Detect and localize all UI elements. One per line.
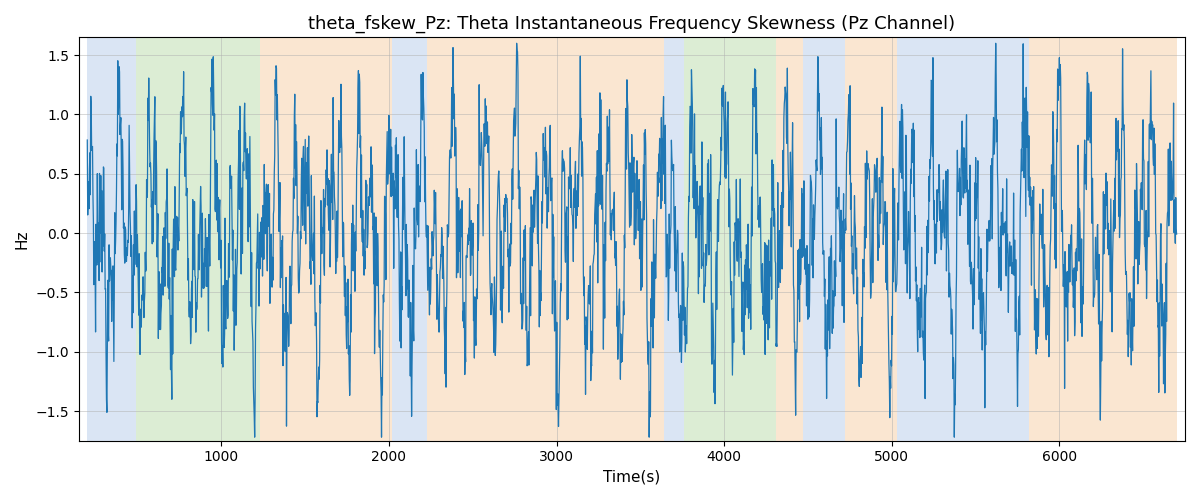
Bar [1085,38,1177,440]
Bar [88,38,136,440]
Bar [776,38,803,440]
X-axis label: Time(s): Time(s) [604,470,660,485]
Bar [136,38,260,440]
Y-axis label: Hz: Hz [14,230,30,249]
Bar [392,38,427,440]
Bar [803,38,845,440]
Bar [684,38,776,440]
Bar [260,38,392,440]
Bar [845,38,896,440]
Bar [664,38,684,440]
Title: theta_fskew_Pz: Theta Instantaneous Frequency Skewness (Pz Channel): theta_fskew_Pz: Theta Instantaneous Freq… [308,15,955,34]
Bar [896,38,1030,440]
Bar [427,38,664,440]
Bar [1030,38,1085,440]
